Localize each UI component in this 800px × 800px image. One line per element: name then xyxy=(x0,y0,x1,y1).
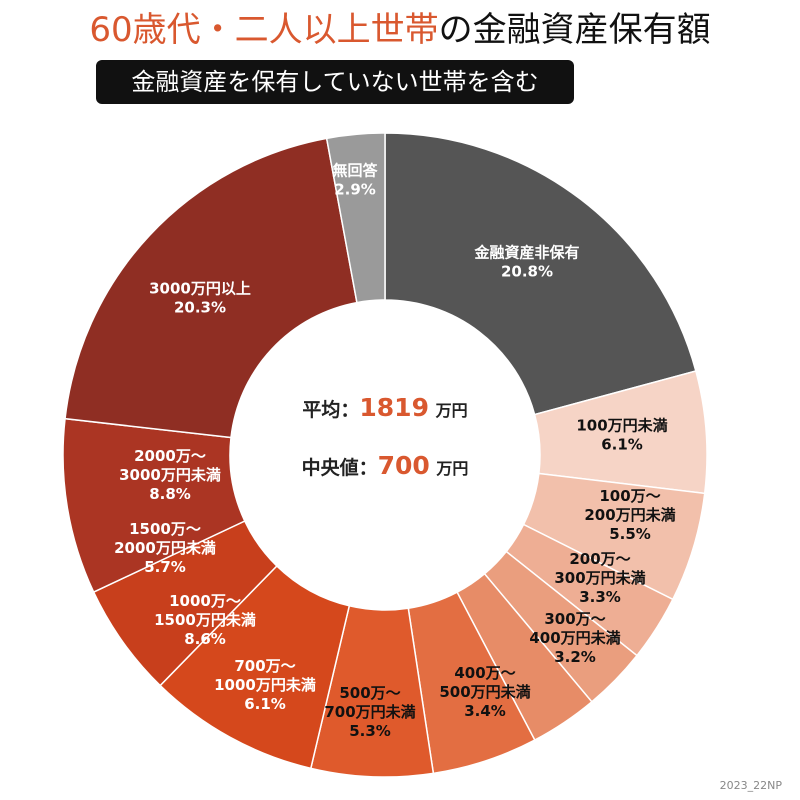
slice-category: 1500万円未満 xyxy=(154,611,256,629)
slice-label: 1000万～ 1500万円未満 8.6% xyxy=(154,592,256,648)
slice-label: 500万～ 700万円未満 5.3% xyxy=(324,684,415,740)
slice-percent: 20.8% xyxy=(501,263,553,281)
slice-percent: 3.2% xyxy=(554,648,596,666)
slice-label: 2000万～ 3000万円未満 8.8% xyxy=(119,447,221,503)
slice-label: 300万～ 400万円未満 3.2% xyxy=(529,610,620,666)
slice xyxy=(64,137,358,439)
slice-category: 500万円未満 xyxy=(439,683,530,701)
slice-category: 200万～ xyxy=(569,550,630,568)
slice-category: 500万～ xyxy=(339,684,400,702)
slice-label: 3000万円以上 20.3% xyxy=(149,280,251,317)
median-value: 700 xyxy=(377,451,430,480)
slice-percent: 3.3% xyxy=(579,588,621,606)
slice-label: 100万円未満 6.1% xyxy=(576,417,667,454)
title-accent: 60歳代・二人以上世帯 xyxy=(89,10,439,50)
slice-category: 1000万～ xyxy=(169,592,241,610)
mean-row: 平均：1819 万円 xyxy=(240,385,530,443)
slice-category: 3000万円以上 xyxy=(149,280,251,298)
slice-label: 金融資産非保有 20.8% xyxy=(473,244,579,281)
slice-category: 700万円未満 xyxy=(324,703,415,721)
title-rest: の金融資産保有額 xyxy=(438,10,711,50)
mean-value: 1819 xyxy=(359,393,429,422)
slice-category: 2000万円未満 xyxy=(114,539,216,557)
footer-code: 2023_22NP xyxy=(719,779,782,792)
median-label: 中央値： xyxy=(301,457,378,479)
chart-title: 60歳代・二人以上世帯の金融資産保有額 xyxy=(0,8,800,52)
slice-category: 400万円未満 xyxy=(529,629,620,647)
median-unit: 万円 xyxy=(436,459,469,478)
slice-category: 200万円未満 xyxy=(584,506,675,524)
slice-category: 700万～ xyxy=(234,657,295,675)
slice-percent: 8.6% xyxy=(184,630,226,648)
slice-category: 300万円未満 xyxy=(554,569,645,587)
slice-percent: 5.3% xyxy=(349,722,391,740)
slice-category: 400万～ xyxy=(454,664,515,682)
slice-percent: 2.9% xyxy=(334,181,376,199)
slice-percent: 20.3% xyxy=(174,299,226,317)
slice-percent: 5.5% xyxy=(609,525,651,543)
slice-label: 700万～ 1000万円未満 6.1% xyxy=(214,657,316,713)
slice-percent: 3.4% xyxy=(464,702,506,720)
slice-label: 無回答 2.9% xyxy=(332,162,378,199)
subtitle-badge: 金融資産を保有していない世帯を含む xyxy=(96,60,574,104)
slice-category: 100万円未満 xyxy=(576,417,667,435)
slice-category: 100万～ xyxy=(599,487,660,505)
slice-category: 無回答 xyxy=(332,162,378,180)
slice-label: 200万～ 300万円未満 3.3% xyxy=(554,550,645,606)
slice-label: 400万～ 500万円未満 3.4% xyxy=(439,664,530,720)
slice-category: 3000万円未満 xyxy=(119,466,221,484)
slice xyxy=(384,132,697,416)
slice xyxy=(325,132,386,304)
slice-category: 300万～ xyxy=(544,610,605,628)
slice-percent: 6.1% xyxy=(601,436,643,454)
mean-label: 平均： xyxy=(302,399,360,421)
mean-unit: 万円 xyxy=(435,401,468,420)
slice-label: 100万～ 200万円未満 5.5% xyxy=(584,487,675,543)
slice-category: 1500万～ xyxy=(129,520,201,538)
median-row: 中央値：700 万円 xyxy=(240,443,530,501)
center-summary: 平均：1819 万円 中央値：700 万円 xyxy=(240,385,530,501)
slice-label: 1500万～ 2000万円未満 5.7% xyxy=(114,520,216,576)
slice-category: 2000万～ xyxy=(134,447,206,465)
slice-category: 1000万円未満 xyxy=(214,676,316,694)
slice-percent: 8.8% xyxy=(149,485,191,503)
slice-percent: 5.7% xyxy=(144,558,186,576)
slice-category: 金融資産非保有 xyxy=(473,244,579,262)
slice-percent: 6.1% xyxy=(244,695,286,713)
